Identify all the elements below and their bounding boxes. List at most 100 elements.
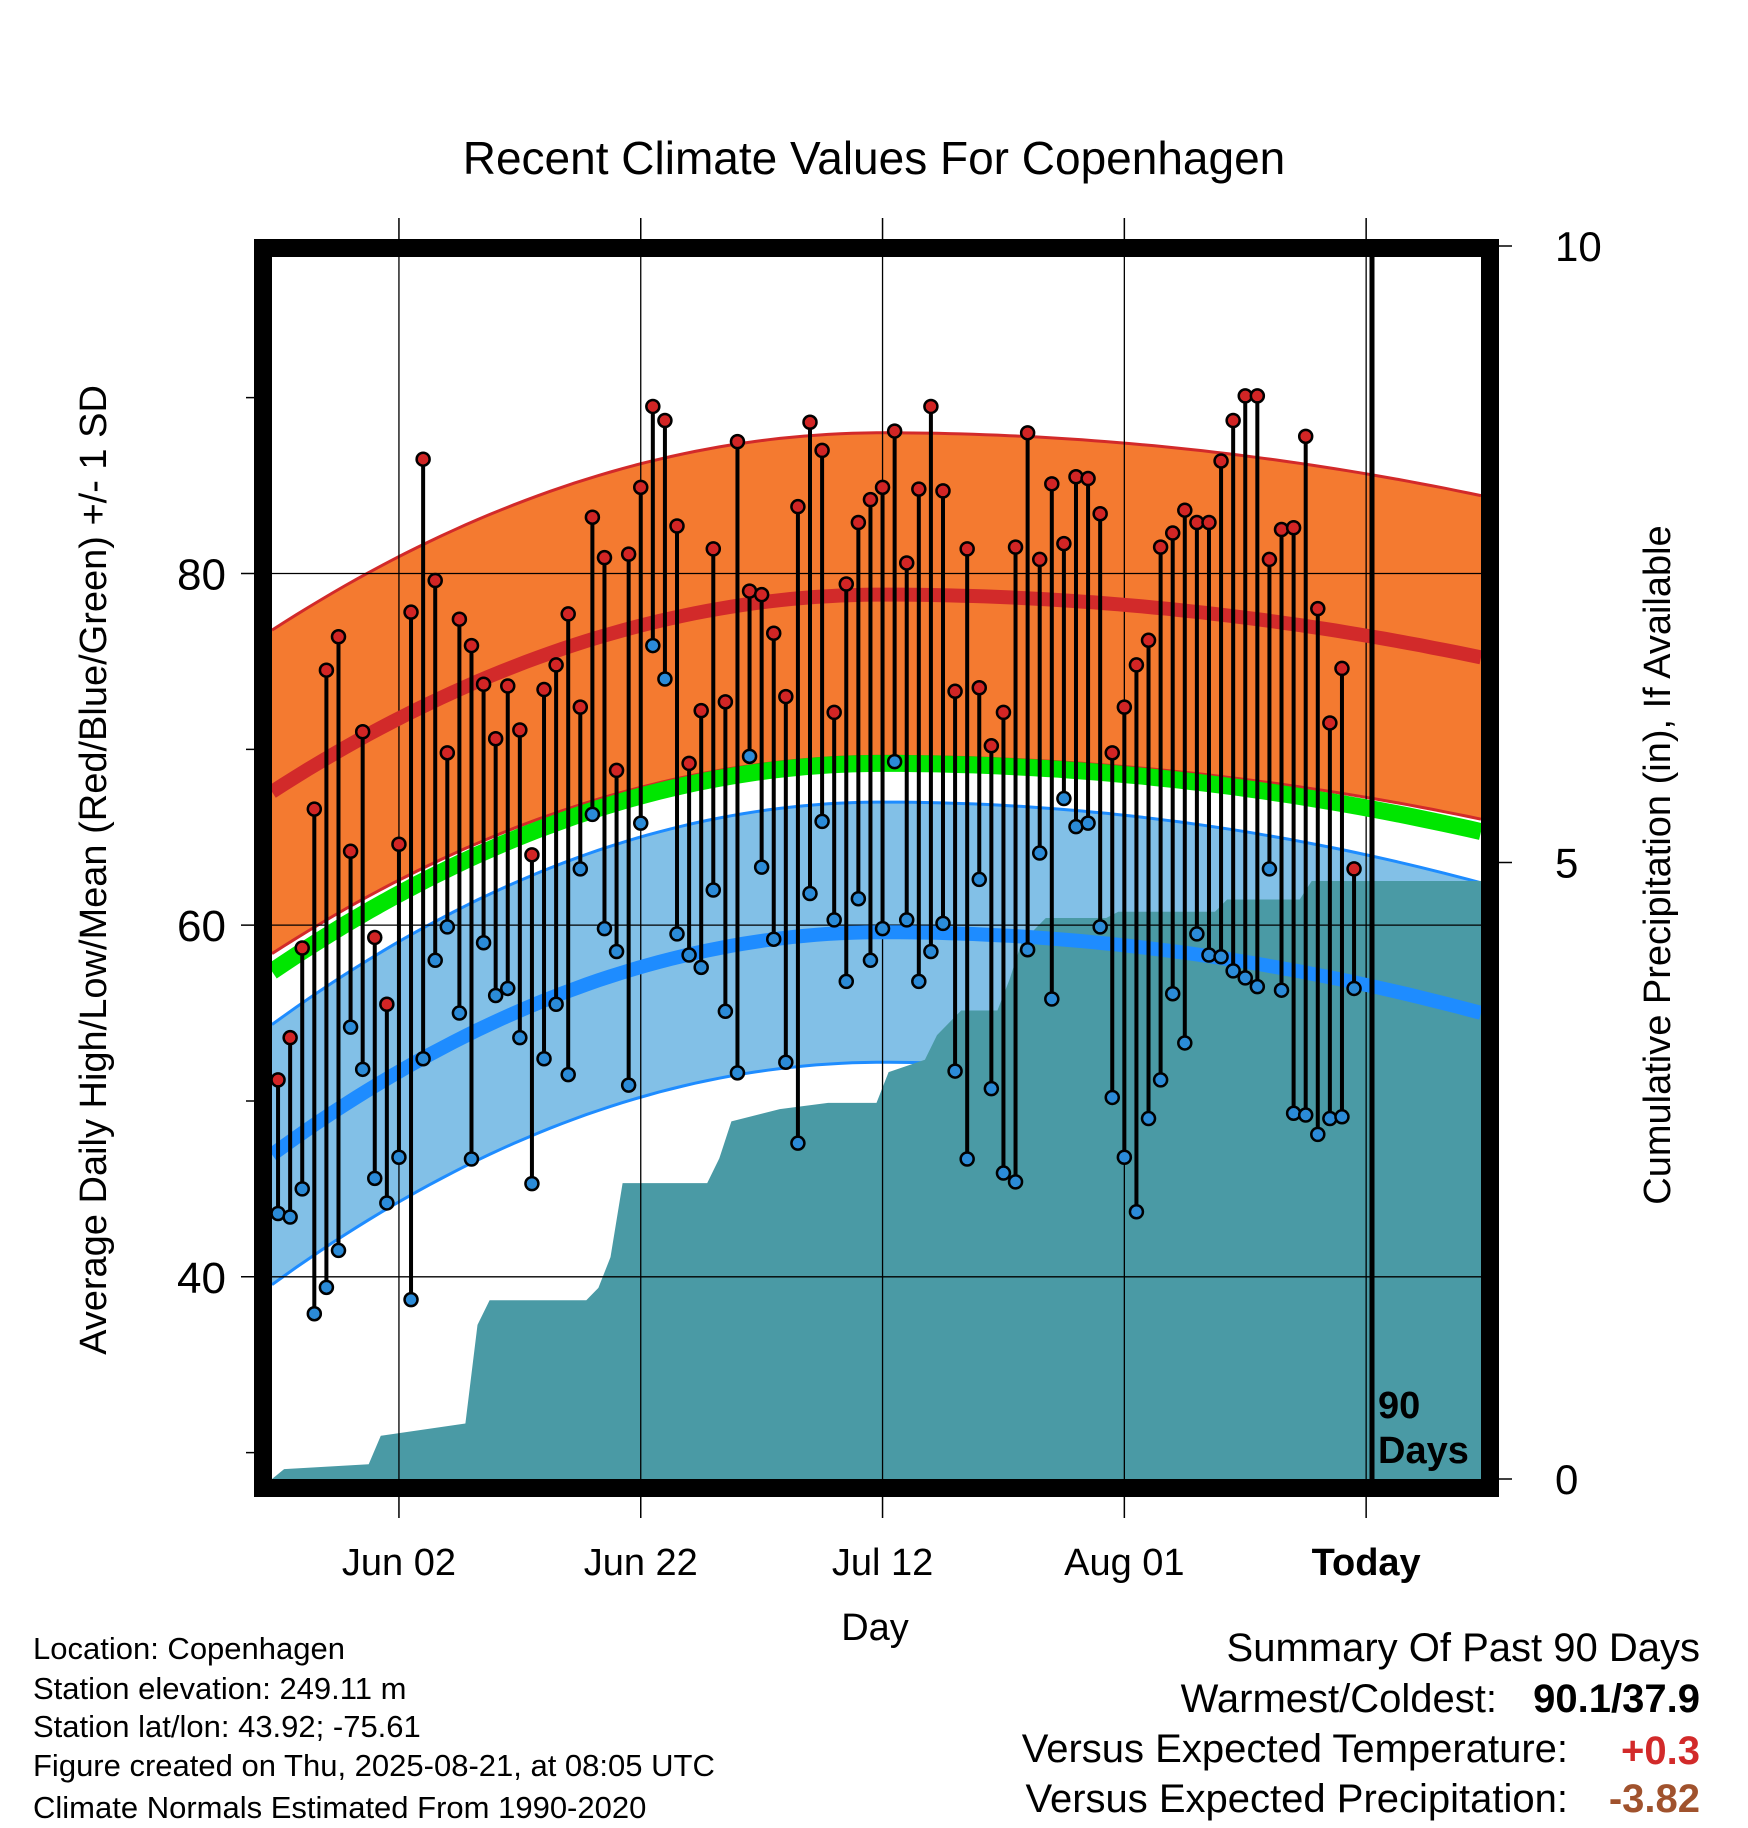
high-point (681, 755, 697, 772)
low-point (415, 1051, 431, 1067)
low-point (669, 926, 685, 942)
high-point (1128, 657, 1145, 673)
high-point (729, 433, 746, 450)
high-point (475, 676, 492, 693)
high-point (487, 731, 504, 747)
high-point (342, 843, 359, 860)
high-point (584, 509, 601, 525)
y2tick-label: 10 (1555, 223, 1602, 270)
precip-area (272, 881, 1481, 1479)
low-point (898, 912, 915, 928)
plot-frame (254, 239, 1499, 1497)
high-point (632, 479, 649, 496)
high-point (645, 398, 661, 415)
low-point (983, 1080, 1000, 1097)
low-point (451, 1005, 468, 1021)
high-point (995, 704, 1012, 721)
xtick-label: Jun 02 (342, 1542, 456, 1584)
low-point (741, 748, 758, 765)
high-point (1201, 514, 1217, 531)
high-point (500, 678, 516, 694)
low-point (778, 1054, 794, 1071)
high-point (330, 629, 347, 645)
high-point (560, 606, 576, 622)
high-point (391, 836, 407, 853)
high-point (572, 699, 589, 715)
high-point (1261, 551, 1278, 568)
high-point (439, 745, 456, 761)
days-annotation-line1: 90 (1378, 1385, 1420, 1427)
high-point (1334, 660, 1350, 677)
low-point (608, 943, 625, 960)
high-point (898, 555, 915, 571)
low-point (850, 891, 867, 907)
low-point (596, 920, 613, 937)
high-point (765, 625, 782, 642)
high-point (1285, 520, 1302, 536)
high-point (886, 423, 903, 439)
high-point (379, 996, 395, 1013)
high-point (318, 662, 335, 678)
high-point (1056, 535, 1072, 552)
low-point (1297, 1107, 1314, 1123)
low-point (971, 871, 988, 888)
high-point (1322, 715, 1338, 731)
high-point (294, 940, 310, 956)
high-point (790, 498, 806, 515)
low-point (802, 885, 818, 902)
low-point (1225, 963, 1241, 979)
low-point (886, 753, 903, 770)
low-point (1310, 1126, 1326, 1143)
low-point (959, 1151, 975, 1167)
xtick-label: Jun 22 (584, 1542, 698, 1584)
low-point (874, 920, 891, 937)
high-point (1297, 428, 1314, 445)
low-point (1164, 985, 1181, 1002)
low-point (548, 996, 564, 1013)
low-point (318, 1279, 335, 1296)
low-point (1346, 980, 1362, 997)
low-point (838, 973, 855, 990)
high-point (1007, 539, 1024, 555)
high-point (1225, 412, 1241, 429)
low-point (572, 861, 589, 877)
low-point (693, 959, 709, 976)
high-point (923, 398, 939, 415)
summary-warm-value: 90.1/37.9 (1533, 1677, 1700, 1721)
high-point (1080, 470, 1096, 487)
low-point (306, 1305, 323, 1322)
summary-heading: Summary Of Past 90 Days (1227, 1626, 1700, 1670)
low-point (657, 671, 673, 687)
high-point (367, 929, 383, 946)
low-point (379, 1195, 395, 1211)
high-point (911, 481, 927, 497)
low-point (1031, 845, 1048, 861)
high-point (826, 704, 842, 721)
high-point (1213, 453, 1229, 469)
high-point (403, 604, 419, 620)
high-point (1152, 539, 1169, 555)
low-point (1080, 815, 1096, 831)
low-point (282, 1209, 298, 1225)
daily-range-bars (276, 395, 1357, 1314)
high-point (427, 572, 443, 589)
days-annotation-line2: Days (1378, 1430, 1469, 1472)
high-point (354, 723, 371, 740)
info-normals: Climate Normals Estimated From 1990-2020 (33, 1790, 646, 1825)
low-point (717, 1003, 734, 1020)
high-point (838, 576, 855, 592)
low-point (923, 943, 939, 960)
high-point (1177, 502, 1193, 518)
low-point (935, 915, 951, 932)
low-point (294, 1181, 310, 1197)
low-point (403, 1291, 419, 1308)
high-point (463, 637, 480, 654)
high-point (657, 412, 673, 429)
high-point (874, 479, 891, 496)
ytick-label: 80 (177, 550, 226, 599)
high-point (959, 541, 975, 557)
high-point (705, 541, 722, 557)
high-point (753, 586, 770, 603)
